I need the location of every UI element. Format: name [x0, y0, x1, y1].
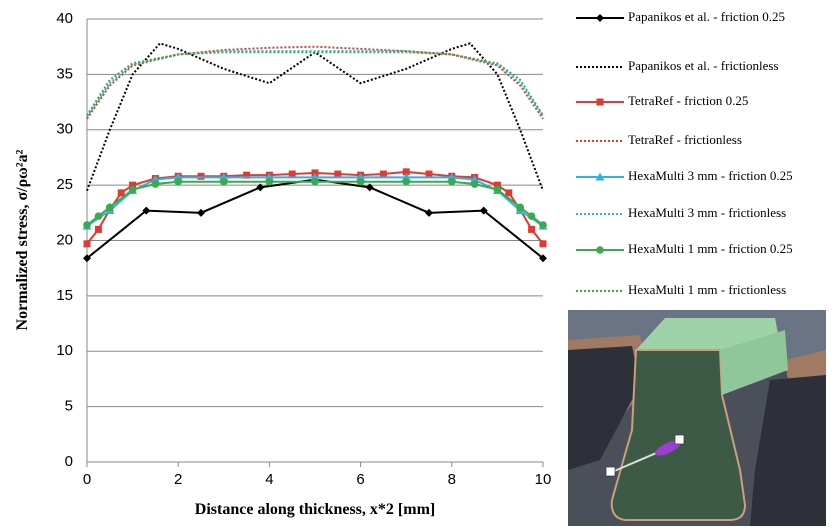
marker [596, 246, 604, 254]
x-tick-label: 4 [265, 471, 273, 488]
marker [539, 221, 547, 229]
marker [494, 186, 502, 194]
x-tick-label: 0 [83, 471, 91, 488]
marker [540, 240, 547, 247]
y-axis-label: Normalized stress, σ/ρω²a² [14, 149, 31, 330]
marker [516, 203, 524, 211]
x-tick-label: 10 [535, 471, 552, 488]
x-tick-label: 2 [174, 471, 182, 488]
chart: Distance along thickness, x*2 [mm] Norma… [0, 0, 834, 532]
y-tick-label: 10 [56, 342, 73, 359]
x-axis-label: Distance along thickness, x*2 [mm] [195, 501, 435, 518]
marker [357, 178, 365, 186]
y-tick-label: 20 [56, 231, 73, 248]
marker [528, 212, 536, 220]
marker [198, 173, 205, 180]
legend-label: Papanikos et al. - frictionless [628, 58, 779, 73]
inset-image [568, 310, 826, 526]
y-tick-label: 30 [56, 121, 73, 138]
legend-label: HexaMulti 3 mm - frictionless [628, 205, 786, 220]
y-tick-label: 40 [56, 10, 73, 27]
marker [174, 178, 182, 186]
legend-label: HexaMulti 3 mm - friction 0.25 [628, 168, 793, 183]
y-tick-label: 0 [65, 453, 73, 470]
y-tick-label: 35 [56, 65, 73, 82]
marker [597, 99, 604, 106]
y-tick-label: 25 [56, 176, 73, 193]
series-line [87, 43, 543, 190]
marker [129, 186, 137, 194]
marker [84, 240, 91, 247]
marker [528, 226, 535, 233]
legend-label: TetraRef - frictionless [628, 132, 742, 147]
marker [197, 209, 205, 217]
marker [596, 14, 604, 22]
marker [83, 221, 91, 229]
series [87, 43, 543, 190]
y-tick-label: 15 [56, 287, 73, 304]
marker [220, 178, 228, 186]
marker [311, 178, 319, 186]
x-tick-label: 6 [356, 471, 364, 488]
series [87, 47, 543, 119]
series [83, 176, 547, 263]
marker [425, 209, 433, 217]
series-line [87, 182, 543, 225]
marker [266, 178, 274, 186]
legend-label: Papanikos et al. - friction 0.25 [628, 9, 785, 24]
marker [471, 180, 479, 188]
y-tick-label: 5 [65, 398, 73, 415]
marker [95, 212, 103, 220]
x-tick-label: 8 [448, 471, 456, 488]
legend-label: HexaMulti 1 mm - friction 0.25 [628, 241, 793, 256]
marker [95, 226, 102, 233]
marker [256, 183, 264, 191]
marker [366, 183, 374, 191]
series-line [87, 47, 543, 119]
marker [448, 178, 456, 186]
marker [152, 180, 160, 188]
series [87, 52, 543, 115]
marker [106, 203, 114, 211]
legend-label: HexaMulti 1 mm - frictionless [628, 282, 786, 297]
legend-label: TetraRef - friction 0.25 [628, 93, 748, 108]
marker [402, 178, 410, 186]
series-line [87, 52, 543, 115]
series-line [87, 180, 543, 259]
